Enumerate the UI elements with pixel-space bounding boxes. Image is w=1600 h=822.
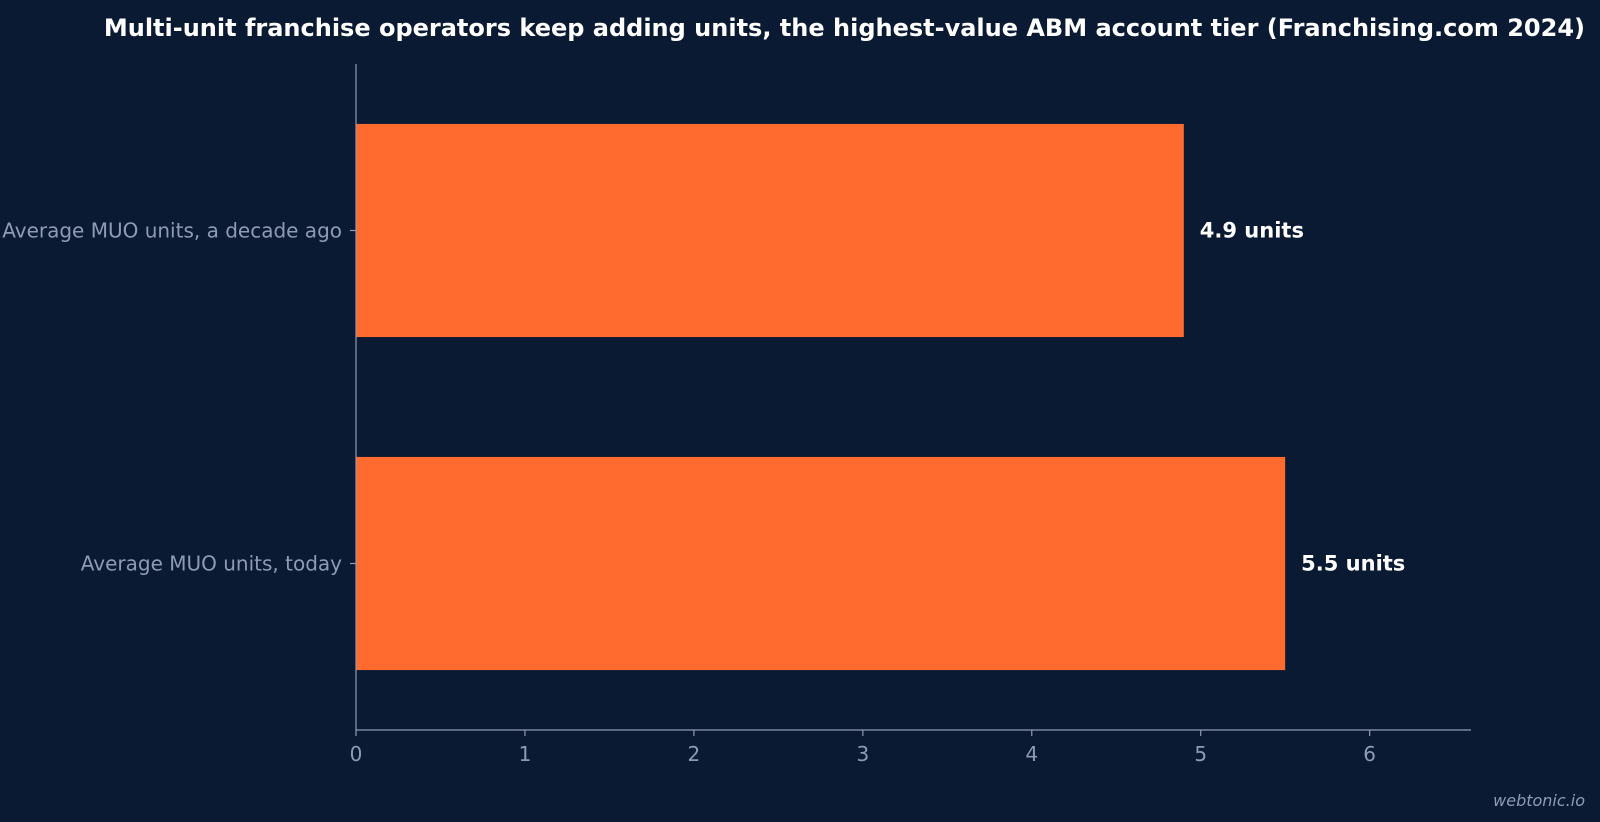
bar-2 [356, 456, 1286, 671]
x-tick-label-0: 0 [350, 742, 363, 766]
category-label-2: Average MUO units, today [81, 552, 342, 576]
x-tick-label-4: 4 [1025, 742, 1038, 766]
chart-title: Multi-unit franchise operators keep addi… [104, 14, 1585, 42]
watermark: webtonic.io [1493, 791, 1585, 810]
bars-layer: 4.9 units 5.5 units [356, 123, 1405, 671]
x-tick-label-6: 6 [1363, 742, 1376, 766]
bar-1 [356, 123, 1184, 338]
x-tick-label-2: 2 [688, 742, 701, 766]
data-label-1: 4.9 units [1200, 219, 1304, 243]
x-tick-label-3: 3 [856, 742, 869, 766]
x-axis-ticks: 0 1 2 3 4 5 6 [350, 730, 1376, 766]
y-axis-categories: Average MUO units, a decade ago Average M… [2, 219, 356, 576]
data-label-2: 5.5 units [1301, 552, 1405, 576]
category-label-1: Average MUO units, a decade ago [2, 219, 342, 243]
x-tick-label-5: 5 [1194, 742, 1207, 766]
x-tick-label-1: 1 [519, 742, 532, 766]
